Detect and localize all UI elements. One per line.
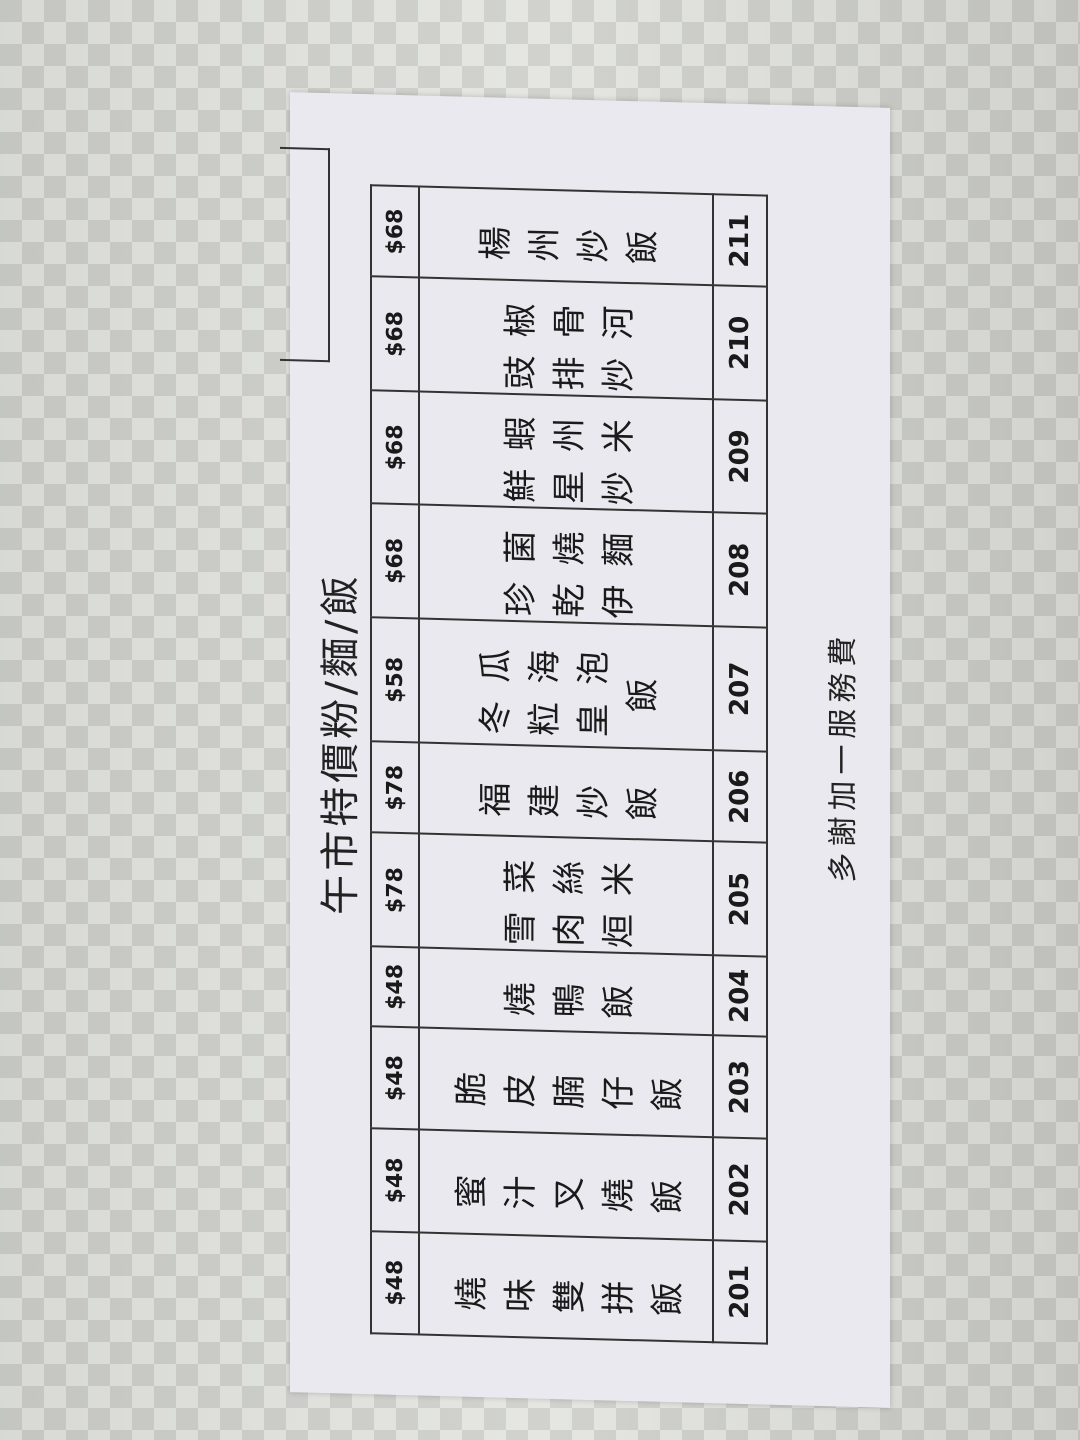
menu-item-price: $48 [371,946,419,1028]
menu-item-name: 燒味雙拼飯 [419,1232,713,1343]
menu-item-name: 蜜汁叉燒飯 [419,1129,713,1240]
menu-title: 午市特價粉/麵/飯 [318,571,364,916]
menu-item-name: 脆皮腩仔飯 [419,1027,713,1138]
menu-item-name: 鮮蝦星州炒米 [419,391,713,513]
menu-item-name: 冬瓜粒海皇泡飯 [419,618,713,751]
menu-item-price: $68 [371,185,419,278]
menu-item-number: 208 [713,512,767,628]
menu-item-number: 205 [713,841,767,957]
menu-item-number: 202 [713,1137,767,1242]
menu-item-name: 珍菌乾燒伊麵 [419,504,713,626]
menu-item-price: $58 [371,616,419,743]
menu-item-name: 福建炒飯 [419,742,713,842]
menu-item-name: 楊州炒飯 [419,186,713,286]
menu-sheet: 午市特價粉/麵/飯 $48 $48 $48 $48 $78 $78 $58 $68 $68 $68… [280,92,890,1408]
menu-item-number: 201 [713,1239,767,1344]
menu-item-number: 210 [713,285,767,401]
menu-item-number: 203 [713,1035,767,1139]
menu-table: $48 $48 $48 $48 $78 $78 $58 $68 $68 $68 $68 燒味雙拼飯蜜… [370,184,768,1344]
menu-item-price: $48 [371,1230,419,1335]
menu-item-price: $48 [371,1026,419,1130]
menu-item-price: $68 [371,503,419,619]
menu-item-number: 209 [713,398,767,514]
menu-item-number: 211 [713,194,767,287]
menu-item-name: 雪菜肉絲烜米 [419,834,713,956]
menu-item-number: 204 [713,955,767,1037]
menu-item-name: 豉椒排骨炒河 [419,277,713,399]
menu-item-name: 燒鴨飯 [419,947,713,1036]
menu-item-price: $78 [371,741,419,835]
menu-item-number: 207 [713,625,767,752]
menu-item-price: $68 [371,276,419,392]
menu-item-price: $48 [371,1128,419,1233]
menu-item-number: 206 [713,750,767,844]
menu-item-price: $78 [371,832,419,948]
menu-item-price: $68 [371,390,419,505]
service-charge-note: 多謝加一服務費 [826,630,861,884]
